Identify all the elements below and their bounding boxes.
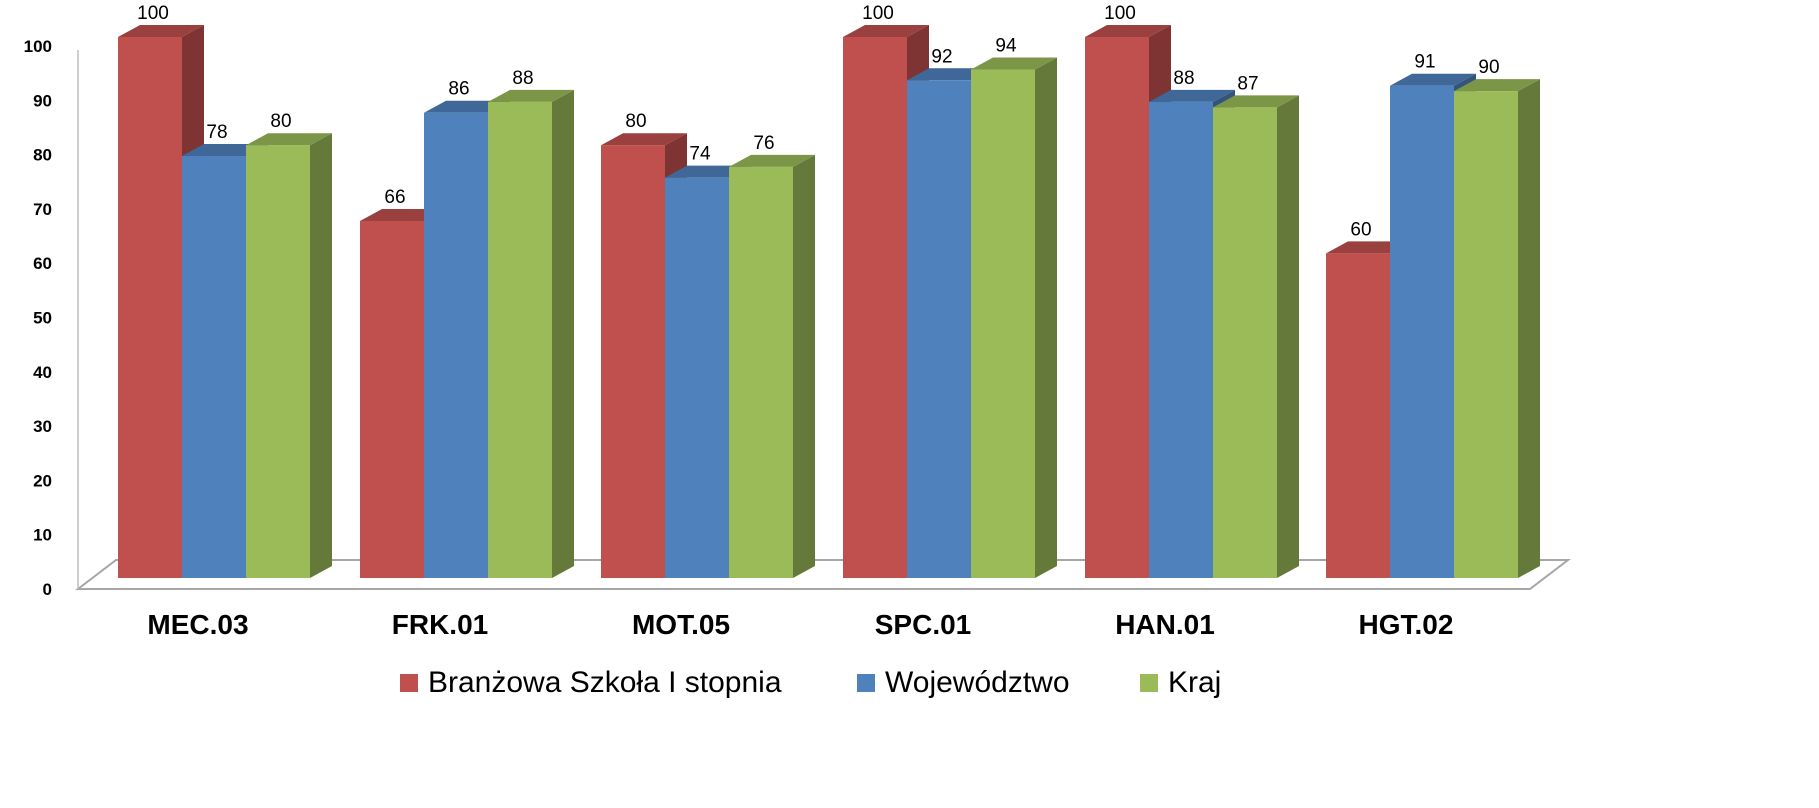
data-label: 87 — [1237, 73, 1258, 94]
bar-top — [1085, 25, 1171, 37]
bar-front — [246, 145, 310, 578]
bar-front — [488, 101, 552, 579]
bar-front — [971, 69, 1035, 579]
bar-top — [971, 57, 1057, 70]
bar-top — [729, 154, 815, 167]
legend-item: Województwo — [857, 666, 1070, 699]
y-tick-label: 80 — [33, 146, 52, 165]
data-label: 94 — [995, 35, 1017, 56]
data-label: 88 — [1173, 68, 1194, 89]
data-label: 66 — [384, 187, 405, 208]
x-axis: MEC.03 FRK.01 MOT.05 SPC.01 HAN.01 HGT.02 — [147, 609, 1453, 640]
bar-top — [1454, 79, 1540, 92]
y-tick-label: 100 — [24, 37, 52, 56]
bar-front — [360, 220, 424, 578]
data-label: 88 — [512, 68, 533, 89]
bar-front — [1390, 85, 1454, 578]
bar-side — [1035, 57, 1057, 578]
bar-front — [729, 166, 793, 578]
bar-front — [1213, 107, 1277, 578]
bar-top — [843, 25, 929, 37]
legend-item: Branżowa Szkoła I stopnia — [400, 666, 782, 699]
data-label: 80 — [625, 111, 646, 132]
x-tick-label: FRK.01 — [392, 609, 488, 640]
y-tick-label: 70 — [33, 200, 52, 219]
bar-top — [118, 25, 204, 37]
data-label: 100 — [1104, 3, 1136, 24]
bar-side — [1518, 79, 1540, 578]
bar-top — [488, 89, 574, 102]
y-tick-label: 60 — [33, 254, 52, 273]
x-tick-label: MOT.05 — [632, 609, 730, 640]
bar-front — [1149, 101, 1213, 579]
data-label: 91 — [1414, 52, 1435, 73]
data-label: 92 — [931, 46, 952, 67]
bar-front — [1326, 253, 1390, 578]
y-tick-label: 50 — [33, 309, 52, 328]
bar-top — [601, 133, 687, 146]
bar — [1454, 79, 1540, 578]
bar-front — [182, 156, 246, 578]
bar — [246, 133, 332, 578]
x-tick-label: HAN.01 — [1115, 609, 1215, 640]
bar-front — [843, 37, 907, 578]
x-tick-label: SPC.01 — [875, 609, 972, 640]
legend-label: Województwo — [885, 666, 1070, 699]
data-label: 90 — [1478, 57, 1499, 78]
bar-front — [424, 112, 488, 579]
bar-series-group — [118, 25, 1540, 579]
x-tick-label: MEC.03 — [147, 609, 248, 640]
data-label: 80 — [270, 111, 291, 132]
bar-front — [1454, 91, 1518, 578]
bar-front — [601, 145, 665, 578]
y-tick-label: 40 — [33, 363, 52, 382]
bar-side — [1277, 95, 1299, 578]
legend-swatch — [1140, 674, 1158, 692]
data-label: 100 — [137, 3, 169, 24]
data-label: 76 — [753, 133, 774, 154]
bar-side — [310, 133, 332, 578]
x-tick-label: HGT.02 — [1359, 609, 1454, 640]
bar — [488, 89, 574, 579]
y-tick-label: 30 — [33, 417, 52, 436]
legend-label: Branżowa Szkoła I stopnia — [428, 666, 782, 699]
legend-swatch — [400, 674, 418, 692]
data-label: 100 — [862, 3, 894, 24]
data-label: 74 — [689, 144, 711, 165]
bar-front — [907, 80, 971, 578]
y-axis: 0 10 20 30 40 50 60 70 80 90 100 — [24, 37, 52, 599]
legend-item: Kraj — [1140, 666, 1221, 699]
legend-swatch — [857, 674, 875, 692]
legend: Branżowa Szkoła I stopnia Województwo Kraj — [400, 666, 1221, 699]
y-tick-label: 10 — [33, 526, 52, 545]
y-tick-label: 0 — [43, 580, 52, 599]
bar-side — [793, 154, 815, 578]
data-label: 60 — [1350, 219, 1371, 240]
bar — [729, 154, 815, 578]
bar-front — [118, 37, 182, 578]
bar — [1213, 95, 1299, 578]
bar-top — [246, 133, 332, 146]
data-label: 86 — [448, 79, 469, 100]
bar-top — [1213, 95, 1299, 108]
bar-side — [552, 89, 574, 579]
y-tick-label: 20 — [33, 471, 52, 490]
data-label: 78 — [206, 122, 227, 143]
bar-front — [1085, 37, 1149, 578]
bar-top — [1149, 89, 1235, 102]
legend-label: Kraj — [1168, 666, 1221, 699]
bar-front — [665, 177, 729, 578]
y-tick-label: 90 — [33, 91, 52, 110]
bar-top — [1390, 73, 1476, 86]
data-labels: 100 78 80 66 86 88 80 74 76 100 92 94 100 88 87 60 91 90 — [137, 3, 1499, 240]
bar — [971, 57, 1057, 579]
